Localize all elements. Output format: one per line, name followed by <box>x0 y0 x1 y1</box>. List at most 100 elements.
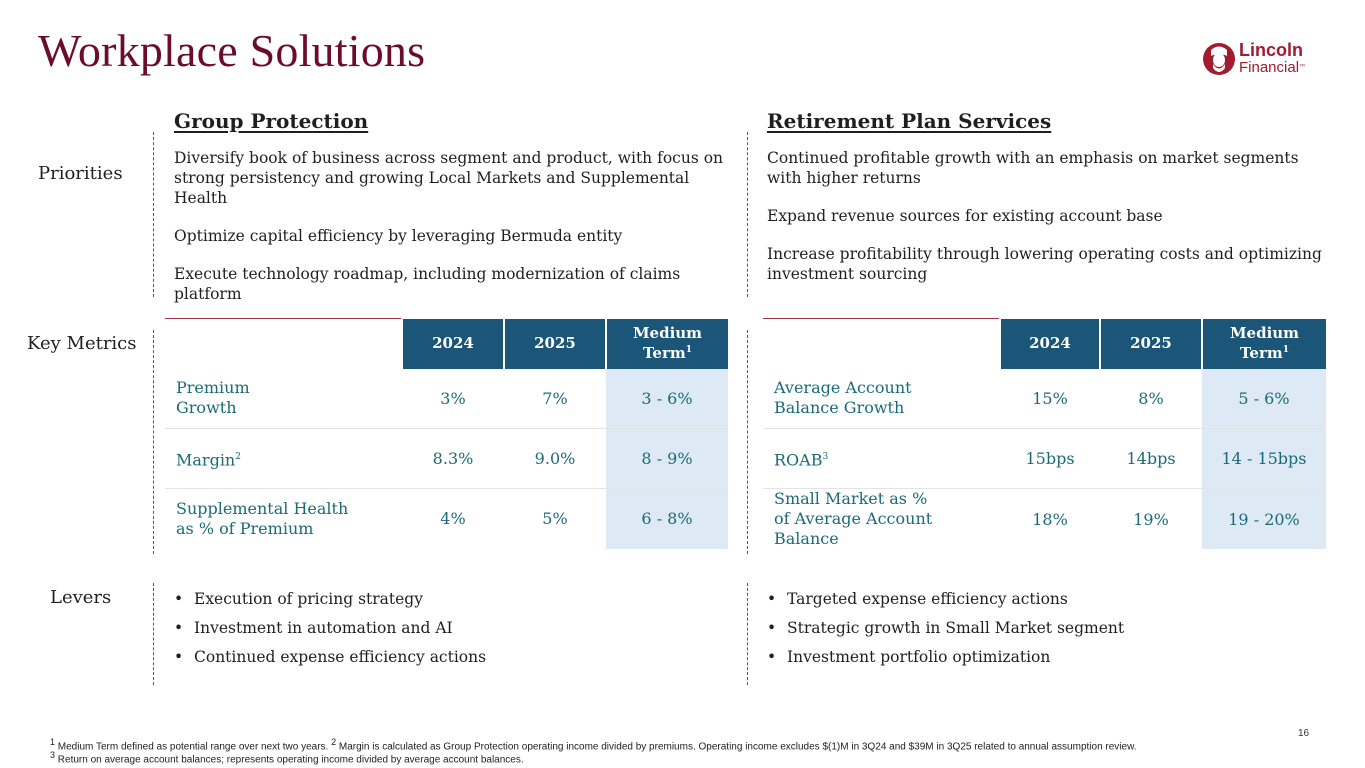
metric-label-line1: Premium <box>176 378 250 398</box>
metric-label: ROAB3 <box>763 428 1000 489</box>
footnote-marker: 1 <box>50 737 56 747</box>
group-protection-priorities: Diversify book of business across segmen… <box>174 148 734 322</box>
footnote-text: Return on average account balances; repr… <box>55 754 524 766</box>
metric-label-line2: as % of Premium <box>176 518 314 538</box>
levers-label: Levers <box>50 587 112 608</box>
value-2024: 15bps <box>1000 428 1100 489</box>
metric-label-line1: Supplemental Health <box>176 498 349 518</box>
metric-label-line2: Balance Growth <box>774 398 905 418</box>
list-item: Investment in automation and AI <box>174 614 734 643</box>
header-medium-term: Medium Term1 <box>605 318 728 369</box>
group-protection-metrics-table: 2024 2025 Medium Term1 Premium Growth 3% … <box>165 318 728 549</box>
gp-priority-item: Optimize capital efficiency by leveragin… <box>174 227 623 245</box>
footnote-text: Margin is calculated as Group Protection… <box>336 741 1137 753</box>
footnote-line-2: 3 Return on average account balances; re… <box>50 750 524 765</box>
page-title: Workplace Solutions <box>38 25 426 76</box>
rps-priority-item: Increase profitability through lowering … <box>767 245 1322 283</box>
table-header-row: 2024 2025 Medium Term1 <box>763 318 1326 369</box>
value-medium-term: 14 - 15bps <box>1202 428 1326 489</box>
retirement-plan-services-heading: Retirement Plan Services <box>767 109 1052 133</box>
metric-label-line1: Small Market as % <box>774 489 928 508</box>
gp-priority-item: Execute technology roadmap, including mo… <box>174 265 681 303</box>
footnote-ref: 3 <box>822 451 829 462</box>
value-medium-term: 19 - 20% <box>1202 488 1326 549</box>
gp-priority-item: Diversify book of business across segmen… <box>174 149 724 207</box>
value-medium-term: 6 - 8% <box>606 488 728 549</box>
table-row: Premium Growth 3% 7% 3 - 6% <box>165 368 728 429</box>
list-item: Investment portfolio optimization <box>767 643 1327 672</box>
list-item: Execution of pricing strategy <box>174 585 734 614</box>
group-protection-levers: Execution of pricing strategy Investment… <box>174 585 734 672</box>
divider-metrics-left <box>153 330 154 554</box>
list-item: Continued expense efficiency actions <box>174 643 734 672</box>
metric-label: Premium Growth <box>165 368 402 429</box>
header-medium-term-label: Medium Term <box>1229 324 1300 362</box>
metric-label-line2: Growth <box>176 398 237 418</box>
divider-priorities-right <box>747 132 748 297</box>
metric-label: Supplemental Health as % of Premium <box>165 489 402 549</box>
header-blank <box>165 318 402 369</box>
list-item: Strategic growth in Small Market segment <box>767 614 1327 643</box>
header-blank <box>763 318 1000 369</box>
page-number: 16 <box>1298 728 1310 739</box>
divider-levers-right <box>747 583 748 685</box>
header-2024: 2024 <box>999 318 1100 369</box>
value-2025: 9.0% <box>504 428 606 489</box>
header-medium-term: Medium Term1 <box>1201 318 1326 369</box>
value-2025: 8% <box>1100 368 1202 429</box>
table-row: Supplemental Health as % of Premium 4% 5%… <box>165 488 728 549</box>
rps-priority-item: Expand revenue sources for existing acco… <box>767 207 1163 225</box>
logo-line2: Financial <box>1239 59 1300 76</box>
table-row: Margin2 8.3% 9.0% 8 - 9% <box>165 428 728 489</box>
table-row: ROAB3 15bps 14bps 14 - 15bps <box>763 428 1326 489</box>
value-2024: 4% <box>440 509 466 529</box>
group-protection-heading: Group Protection <box>174 109 369 133</box>
list-item: Targeted expense efficiency actions <box>767 585 1327 614</box>
metric-label: Average Account Balance Growth <box>763 368 1000 429</box>
divider-levers-left <box>153 583 154 685</box>
value-2024: 18% <box>1032 509 1068 529</box>
retirement-priorities: Continued profitable growth with an emph… <box>767 148 1327 302</box>
priorities-label: Priorities <box>38 163 123 184</box>
value-medium-term: 3 - 6% <box>606 368 728 429</box>
value-2025: 5% <box>542 509 568 529</box>
rps-priority-item: Continued profitable growth with an emph… <box>767 149 1299 187</box>
header-2024: 2024 <box>401 318 504 369</box>
metric-label-line1: Average Account <box>774 378 912 398</box>
value-2024: 8.3% <box>402 428 504 489</box>
footnote-marker: 3 <box>50 750 56 760</box>
table-row: Small Market as % of Average Account Bala… <box>763 488 1326 550</box>
header-medium-term-label: Medium Term <box>632 324 703 362</box>
lincoln-portrait-icon <box>1203 43 1235 75</box>
footnote-ref: 1 <box>1282 345 1290 355</box>
logo-trademark: ™ <box>1299 64 1306 70</box>
lincoln-logo: Lincoln Financial™ <box>1202 40 1312 80</box>
retirement-levers: Targeted expense efficiency actions Stra… <box>767 585 1327 672</box>
table-header-row: 2024 2025 Medium Term1 <box>165 318 728 369</box>
value-medium-term: 8 - 9% <box>606 428 728 489</box>
metric-label: Small Market as % of Average Account Bala… <box>763 489 1000 550</box>
value-medium-term: 5 - 6% <box>1202 368 1326 429</box>
key-metrics-label: Key Metrics <box>27 333 137 354</box>
logo-line1: Lincoln <box>1239 40 1303 60</box>
divider-priorities-left <box>153 132 154 297</box>
table-row: Average Account Balance Growth 15% 8% 5 -… <box>763 368 1326 429</box>
value-2025: 19% <box>1133 509 1169 529</box>
header-2025: 2025 <box>1099 318 1202 369</box>
footnote-ref: 1 <box>685 345 693 355</box>
metric-label: Margin2 <box>165 428 402 489</box>
metric-label-line1: ROAB <box>774 450 823 470</box>
value-2025: 14bps <box>1100 428 1202 489</box>
metric-label-line1: Margin <box>176 450 236 470</box>
footnote-line-1: 1 Medium Term defined as potential range… <box>50 737 1137 752</box>
retirement-metrics-table: 2024 2025 Medium Term1 Average Account Ba… <box>763 318 1326 549</box>
footnote-text: Medium Term defined as potential range o… <box>55 741 332 753</box>
footnote-marker: 2 <box>331 737 337 747</box>
value-2024: 3% <box>402 368 504 429</box>
value-2025: 7% <box>504 368 606 429</box>
metric-label-line2: of Average Account Balance <box>774 509 933 548</box>
divider-metrics-right <box>747 330 748 554</box>
header-2025: 2025 <box>503 318 606 369</box>
footnote-ref: 2 <box>235 451 241 462</box>
value-2024: 15% <box>1000 368 1100 429</box>
